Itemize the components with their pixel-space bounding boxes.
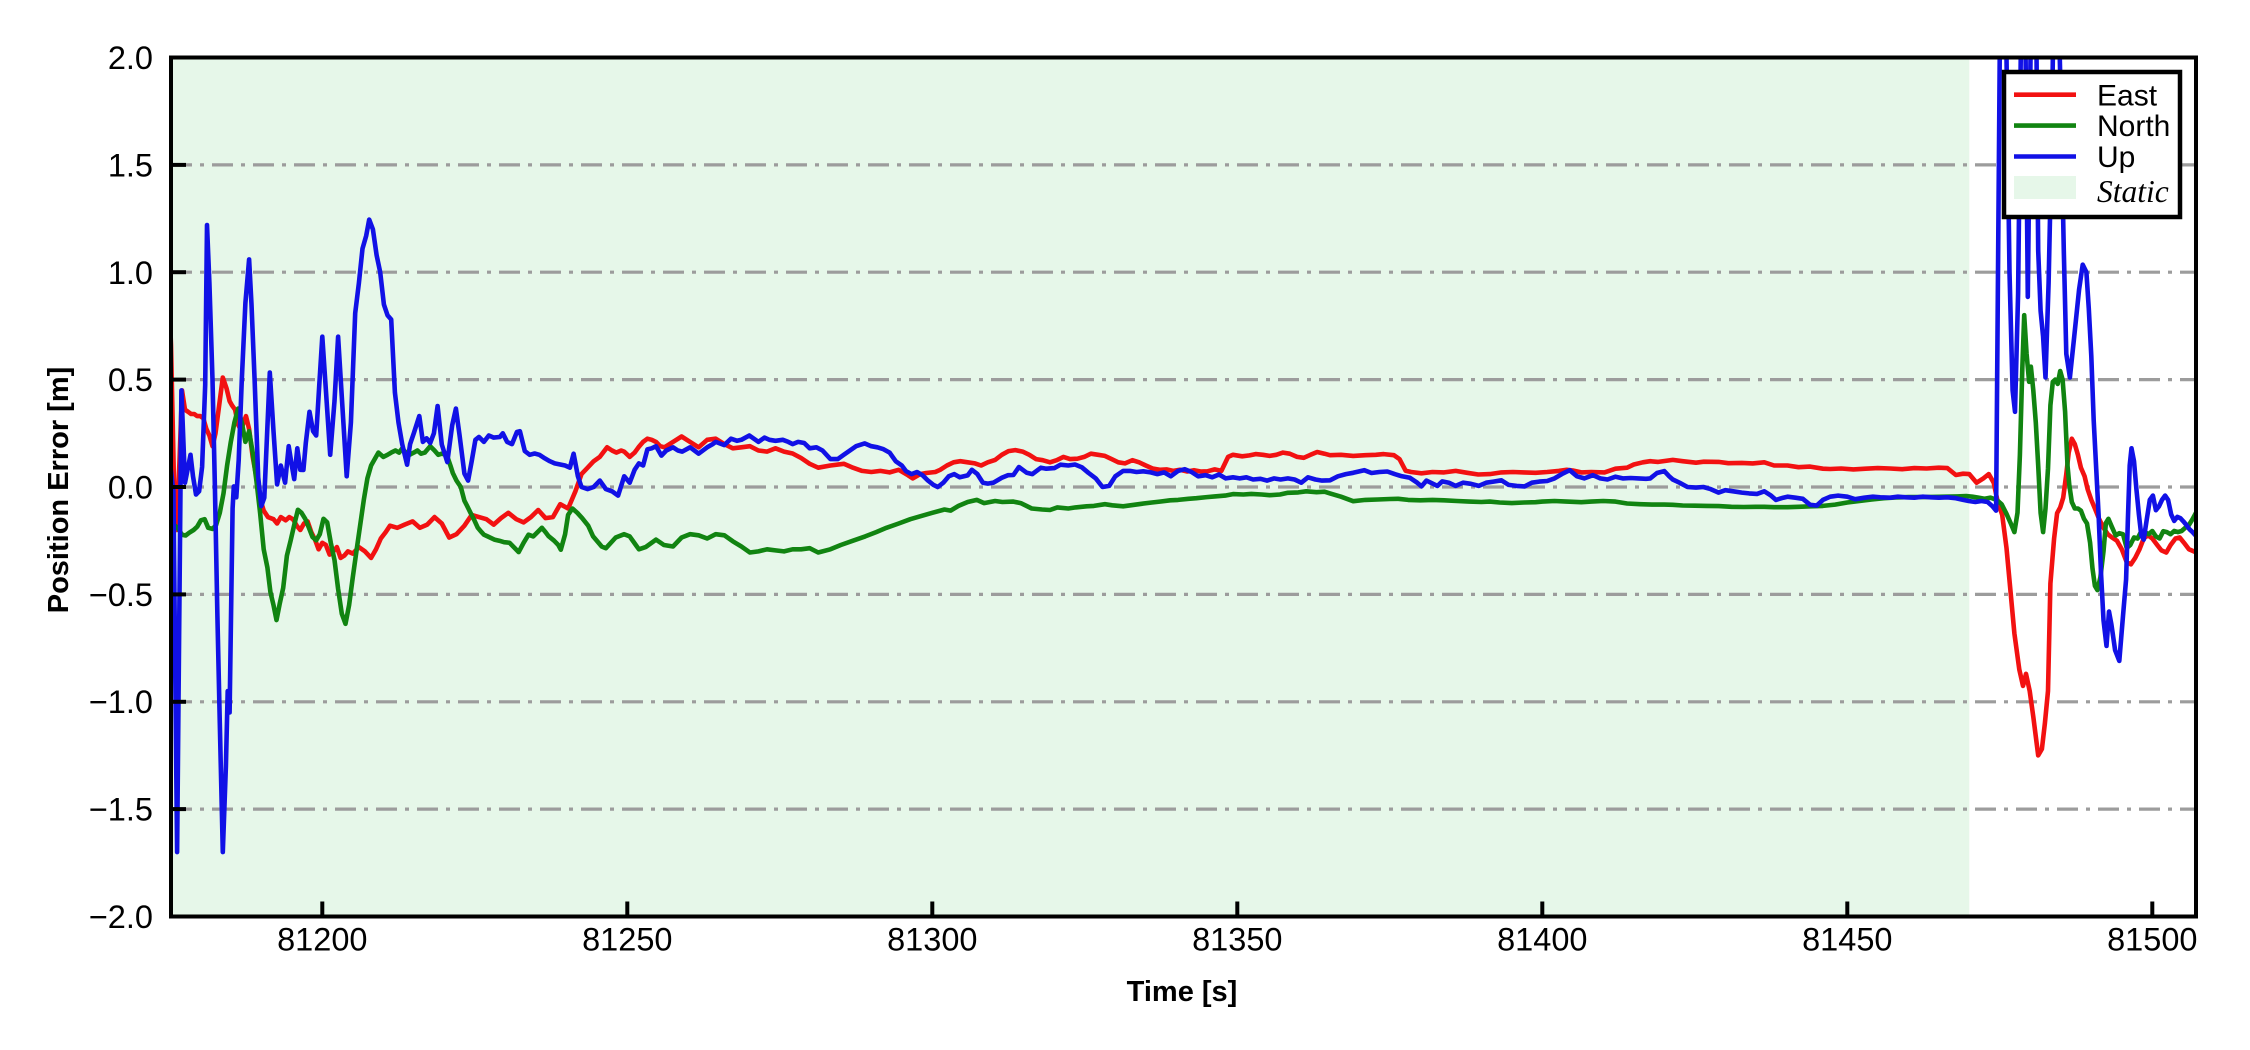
svg-text:81450: 81450: [1802, 922, 1892, 958]
svg-text:−2.0: −2.0: [89, 899, 153, 935]
svg-text:Up: Up: [2097, 141, 2135, 174]
svg-text:0.5: 0.5: [108, 362, 153, 398]
svg-text:81250: 81250: [582, 922, 672, 958]
svg-text:East: East: [2097, 79, 2158, 112]
svg-text:2.0: 2.0: [108, 40, 153, 76]
svg-text:Time [s]: Time [s]: [1127, 976, 1238, 1008]
svg-text:−1.0: −1.0: [89, 684, 153, 720]
svg-text:81300: 81300: [887, 922, 977, 958]
svg-text:Position Error [m]: Position Error [m]: [43, 367, 75, 614]
svg-text:Static: Static: [2097, 174, 2169, 209]
svg-text:81400: 81400: [1497, 922, 1587, 958]
svg-text:81500: 81500: [2107, 922, 2197, 958]
svg-text:81350: 81350: [1192, 922, 1282, 958]
svg-text:1.0: 1.0: [108, 255, 153, 291]
svg-text:81200: 81200: [277, 922, 367, 958]
svg-text:−0.5: −0.5: [89, 577, 153, 613]
svg-text:North: North: [2097, 110, 2170, 143]
svg-text:1.5: 1.5: [108, 147, 153, 183]
svg-text:0.0: 0.0: [108, 470, 153, 506]
svg-text:−1.5: −1.5: [89, 792, 153, 828]
